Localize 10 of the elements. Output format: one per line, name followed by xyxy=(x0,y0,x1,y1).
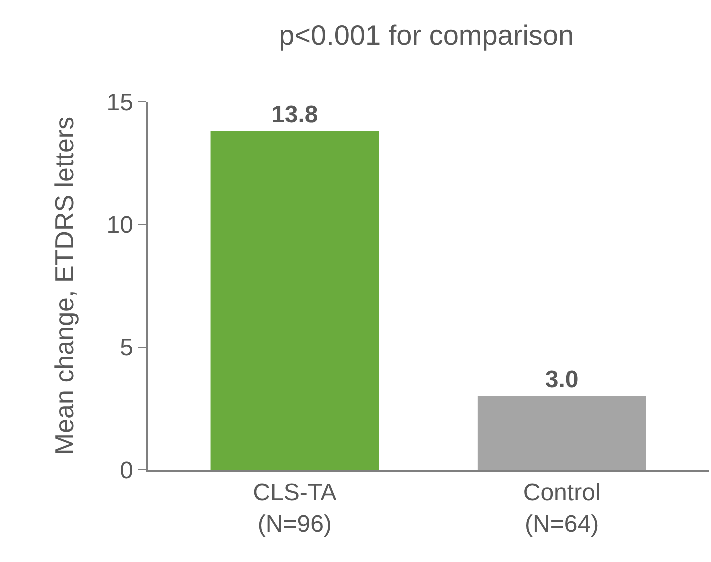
y-tick-label: 15 xyxy=(106,89,134,116)
chart-title: p<0.001 for comparison xyxy=(279,20,574,51)
data-label: 3.0 xyxy=(545,366,579,394)
data-label: 13.8 xyxy=(272,101,318,128)
y-axis-title: Mean change, ETDRS letters xyxy=(50,116,80,456)
x-tick-label: Control (N=64) xyxy=(523,480,601,538)
x-tick-label: CLS-TA (N=96) xyxy=(253,480,337,538)
y-tick-label: 10 xyxy=(106,212,134,240)
y-tick-label: 0 xyxy=(120,457,134,484)
y-tick-label: 5 xyxy=(120,334,134,362)
